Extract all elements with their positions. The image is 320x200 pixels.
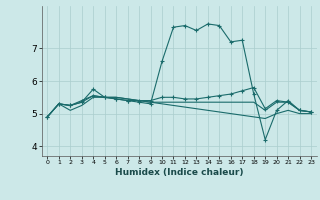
X-axis label: Humidex (Indice chaleur): Humidex (Indice chaleur) [115,168,244,177]
